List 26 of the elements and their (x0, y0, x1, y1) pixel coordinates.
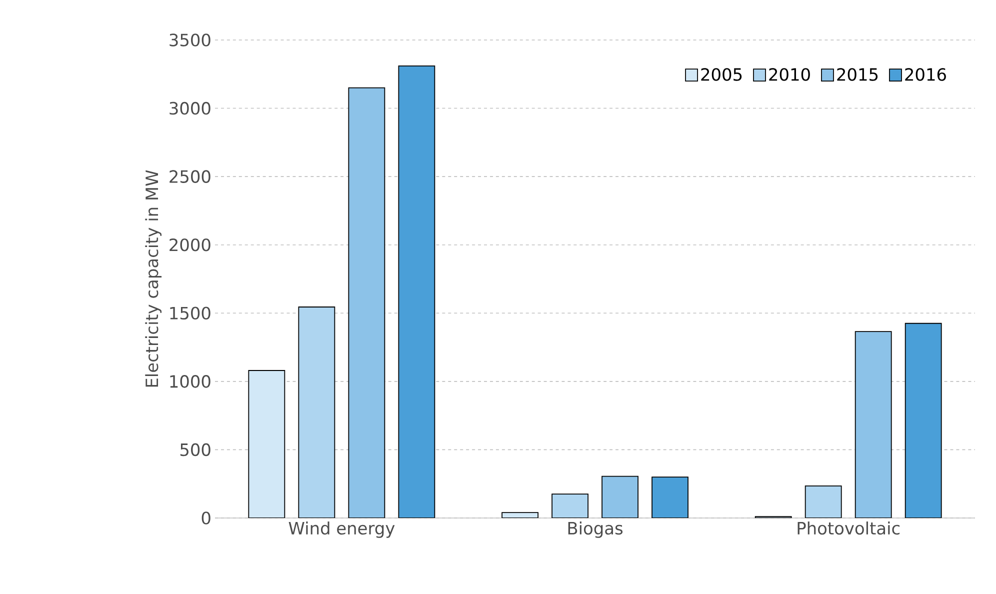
bar (348, 87, 386, 518)
bar (552, 494, 588, 518)
y-tick-label: 1500 (170, 306, 210, 320)
x-tick-label: Wind energy (288, 522, 395, 538)
legend-label: 2015 (837, 68, 878, 81)
y-tick-label: 500 (180, 443, 210, 456)
legend-label: 2010 (769, 68, 810, 81)
x-tick-label: Photovoltaic (798, 522, 900, 535)
y-axis-title: Electricity capacity in MW (145, 170, 162, 387)
bar (298, 306, 336, 518)
bar (652, 476, 688, 518)
bar (248, 370, 286, 518)
y-tick-label: 2000 (170, 238, 210, 252)
y-tick-label: 2500 (170, 170, 210, 183)
y-tick-label: 1000 (170, 375, 210, 388)
bar (804, 485, 842, 518)
legend-label: 2005 (701, 68, 742, 81)
y-tick-label: 0 (202, 512, 210, 524)
legend-label: 2016 (905, 68, 946, 81)
bar (904, 322, 942, 518)
bar (602, 476, 638, 518)
bar (398, 65, 436, 518)
y-tick-label: 3500 (170, 34, 210, 46)
x-tick-label: Biogas (568, 522, 623, 538)
y-tick-label: 3000 (170, 102, 210, 115)
bar (854, 331, 892, 518)
